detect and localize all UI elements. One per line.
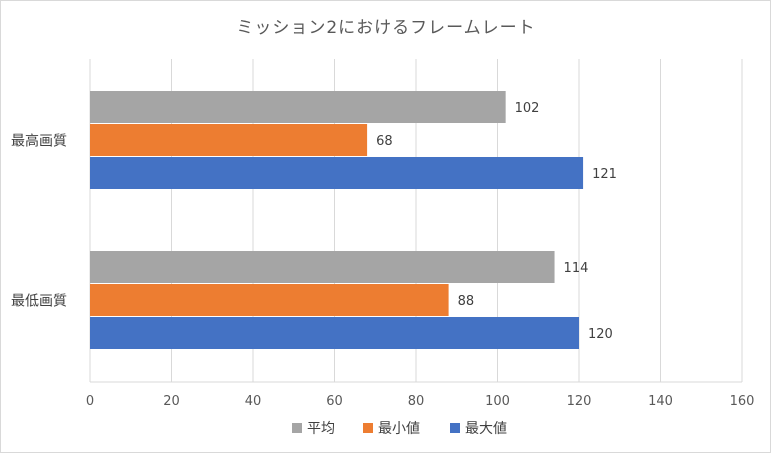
bars: [90, 91, 584, 349]
legend-swatch-series-2: [363, 423, 373, 433]
bar-item-0-series-2: [90, 124, 368, 156]
data-label-item-1-series-2: 88: [458, 294, 475, 309]
legend-swatch-series-1: [292, 423, 302, 433]
legend: 平均 最小値 最大値: [292, 421, 507, 437]
legend-label-series-2: 最小値: [378, 421, 420, 437]
x-tick-label-60: 60: [326, 394, 343, 409]
x-tick-label-80: 80: [408, 394, 425, 409]
chart-title: ミッション2におけるフレームレート: [236, 18, 535, 38]
x-tick-label-120: 120: [567, 394, 592, 409]
x-tick-label-140: 140: [648, 394, 673, 409]
legend-label-series-3: 最大値: [465, 421, 507, 437]
bar-item-1-series-3: [90, 317, 579, 349]
bar-item-0-series-1: [90, 91, 506, 123]
x-tick-label-0: 0: [86, 394, 94, 409]
category-label-1: 最高画質: [11, 133, 67, 150]
data-label-item-0-series-2: 68: [376, 134, 393, 149]
x-tick-label-20: 20: [163, 394, 180, 409]
x-tick-label-40: 40: [245, 394, 262, 409]
data-label-item-0-series-1: 102: [515, 101, 540, 116]
bar-item-1-series-1: [90, 251, 555, 283]
legend-swatch-series-3: [450, 423, 460, 433]
data-label-item-0-series-3: 121: [592, 167, 617, 182]
legend-label-series-1: 平均: [307, 421, 335, 437]
x-tick-label-160: 160: [730, 394, 755, 409]
bar-item-1-series-2: [90, 284, 449, 316]
x-tick-label-100: 100: [485, 394, 510, 409]
data-label-item-1-series-3: 120: [588, 327, 613, 342]
category-label-2: 最低画質: [11, 294, 67, 310]
data-label-item-1-series-1: 114: [564, 261, 589, 276]
data-labels: 102 68 121 114 88 120: [376, 101, 617, 342]
bar-item-0-series-3: [90, 157, 584, 189]
